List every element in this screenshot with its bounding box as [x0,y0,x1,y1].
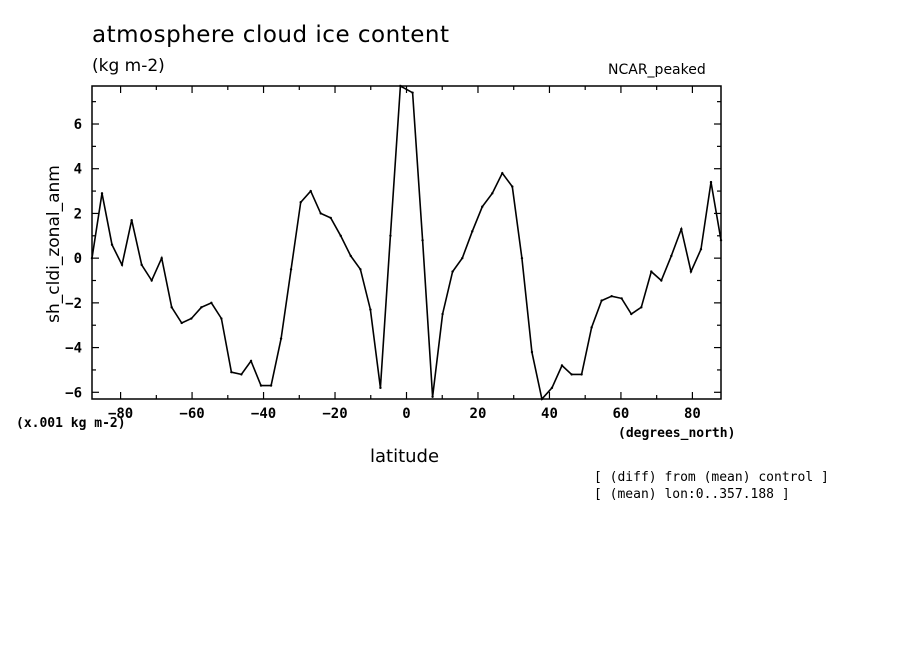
note-mean: [ (mean) lon:0..357.188 ] [594,487,790,502]
data-point [501,171,504,175]
data-point [220,317,223,320]
data-point [399,84,402,88]
data-point [379,386,382,390]
data-points [90,84,723,401]
x-tick-label: −40 [251,406,276,422]
data-point [660,279,663,282]
axis-ticks [92,86,721,399]
data-point [620,297,623,300]
data-point [670,254,673,258]
data-point [90,256,94,260]
data-point [471,230,474,233]
data-point [359,268,362,271]
data-point [610,294,613,298]
data-point [339,234,342,237]
data-series-line [91,84,722,401]
x-tick-label: 80 [684,406,701,422]
data-point [299,201,302,204]
data-point [130,218,133,222]
data-point [421,239,424,242]
data-point [259,384,263,387]
y-tick-label: 4 [74,162,82,178]
data-point [120,263,124,267]
chart-title: atmosphere cloud ice content [92,22,450,48]
x-tick-label: −20 [322,406,347,422]
data-point [689,270,693,273]
y-tick-label: 2 [74,206,82,222]
data-point [530,350,534,354]
note-diff: [ (diff) from (mean) control ] [594,470,829,485]
data-point [491,192,494,195]
x-tick-label: 20 [470,406,487,422]
data-point [329,216,332,220]
data-point [150,279,153,282]
y-tick-label: −6 [65,385,82,401]
data-point [170,306,173,309]
data-point [240,373,243,376]
data-point [699,248,703,251]
data-point [140,263,143,267]
data-point [389,234,392,237]
data-point [600,299,603,302]
y-scale-label: (x.001 kg m-2) [16,416,126,431]
x-tick-label: 0 [402,406,410,422]
data-point [640,306,643,309]
data-point [369,308,372,311]
data-point [160,256,163,260]
y-tick-label: 6 [74,117,82,133]
data-point [269,384,273,387]
data-point [441,312,444,316]
data-point [279,337,283,340]
data-point [709,180,713,184]
model-label: NCAR_peaked [608,62,706,78]
data-point [520,256,524,260]
data-point [249,359,253,363]
data-point [180,321,183,325]
data-point [431,395,434,398]
data-point [540,397,544,401]
data-point [411,91,414,94]
y-tick-label: −4 [65,341,82,357]
data-point [481,205,484,208]
data-point [230,370,233,374]
x-tick-label: −80 [108,406,133,422]
data-point [100,192,104,195]
data-point [719,239,723,242]
y-tick-label: −2 [65,296,82,312]
y-tick-label: 0 [74,251,82,267]
data-point [349,254,352,258]
data-point [511,185,514,188]
data-point [110,243,114,246]
x-tick-label: 60 [613,406,630,422]
data-point [570,373,573,376]
x-tick-label: −60 [179,406,204,422]
data-point [580,373,583,376]
x-tick-label: 40 [541,406,558,422]
data-point [309,189,312,193]
data-point [630,312,633,316]
data-point [590,326,593,329]
data-point [550,386,554,390]
data-point [461,256,464,260]
data-point [560,364,564,367]
data-point [451,270,454,273]
data-point [200,306,203,309]
data-point [289,268,293,271]
chart-units: (kg m-2) [92,56,165,76]
x-axis-label: latitude [370,446,440,467]
data-point [210,301,213,305]
data-point [680,227,683,231]
plot-frame [91,85,722,400]
data-point [650,270,653,273]
data-point [319,212,322,215]
x-units-label: (degrees_north) [618,426,736,441]
data-point [190,317,193,320]
